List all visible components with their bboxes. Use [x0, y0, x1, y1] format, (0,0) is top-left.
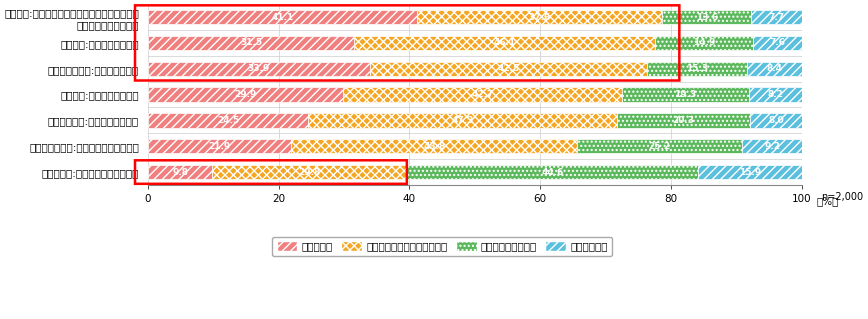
Text: 8.0: 8.0: [768, 116, 784, 125]
Bar: [148, 139, 291, 153]
Text: 7.6: 7.6: [769, 38, 786, 48]
Bar: [617, 113, 750, 128]
Bar: [148, 10, 417, 24]
Text: 15.9: 15.9: [740, 167, 761, 176]
Bar: [662, 10, 751, 24]
Bar: [747, 62, 802, 76]
Text: 47.3: 47.3: [451, 116, 474, 125]
Bar: [407, 165, 698, 179]
Bar: [344, 87, 622, 102]
Bar: [212, 165, 407, 179]
Text: 33.9: 33.9: [247, 64, 270, 73]
Bar: [753, 36, 802, 50]
Text: 44.6: 44.6: [542, 167, 563, 176]
Text: 8.4: 8.4: [766, 64, 783, 73]
Bar: [748, 87, 802, 102]
Text: 29.9: 29.9: [234, 90, 257, 99]
Bar: [148, 36, 354, 50]
Bar: [750, 113, 802, 128]
Text: 42.7: 42.7: [472, 90, 494, 99]
Bar: [354, 36, 655, 50]
Bar: [751, 10, 801, 24]
Bar: [648, 62, 747, 76]
Text: 9.2: 9.2: [764, 142, 780, 151]
Text: 46.1: 46.1: [493, 38, 516, 48]
Bar: [577, 139, 742, 153]
Bar: [308, 113, 617, 128]
Bar: [148, 113, 308, 128]
Bar: [742, 139, 802, 153]
Bar: [622, 87, 748, 102]
Text: 37.6: 37.6: [529, 12, 550, 22]
Text: 14.9: 14.9: [693, 38, 715, 48]
Text: 43.8: 43.8: [424, 142, 445, 151]
Text: 13.6: 13.6: [696, 12, 718, 22]
Bar: [148, 165, 212, 179]
Text: 20.3: 20.3: [673, 116, 694, 125]
Text: 21.9: 21.9: [208, 142, 231, 151]
Text: 9.8: 9.8: [172, 167, 188, 176]
Bar: [370, 62, 648, 76]
Bar: [417, 10, 662, 24]
Bar: [698, 165, 802, 179]
Bar: [148, 87, 344, 102]
Text: 29.8: 29.8: [299, 167, 320, 176]
Bar: [655, 36, 753, 50]
Bar: [291, 139, 577, 153]
Text: 24.5: 24.5: [217, 116, 240, 125]
Text: 8.2: 8.2: [767, 90, 783, 99]
Text: 15.3: 15.3: [687, 64, 708, 73]
Text: 41.1: 41.1: [271, 12, 293, 22]
Legend: 期待できる, どちらかと言えば期待できる, あまり期待できない, 期待できない: 期待できる, どちらかと言えば期待できる, あまり期待できない, 期待できない: [273, 237, 612, 256]
X-axis label: （%）: （%）: [817, 196, 838, 206]
Text: 7.7: 7.7: [768, 12, 785, 22]
Text: 25.2: 25.2: [648, 142, 671, 151]
Text: 19.3: 19.3: [674, 90, 697, 99]
Text: 42.5: 42.5: [497, 64, 520, 73]
Text: n=2,000: n=2,000: [821, 192, 864, 202]
Bar: [148, 62, 370, 76]
Text: 31.5: 31.5: [240, 38, 262, 48]
